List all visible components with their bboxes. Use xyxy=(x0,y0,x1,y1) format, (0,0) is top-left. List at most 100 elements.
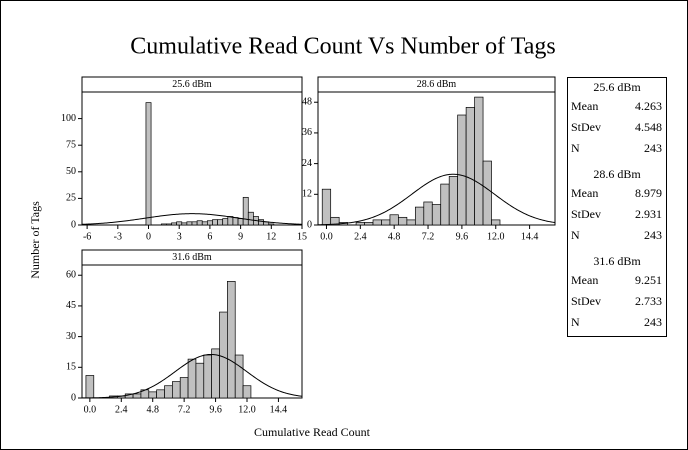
bar xyxy=(186,221,193,226)
x-tick-label: 0.0 xyxy=(320,231,333,242)
x-axis-label: Cumulative Read Count xyxy=(254,425,371,439)
stats-label: StDev xyxy=(571,207,601,221)
bar xyxy=(414,206,425,226)
stats-label: N xyxy=(571,315,580,329)
bar xyxy=(206,220,213,226)
stats-value: 9.251 xyxy=(635,273,662,287)
y-tick-label: 100 xyxy=(61,113,76,124)
stats-title: 25.6 dBm xyxy=(593,80,641,94)
fit-curve xyxy=(82,353,302,398)
bar xyxy=(176,221,183,226)
stats-label: N xyxy=(571,228,580,242)
bar xyxy=(195,362,205,399)
bar xyxy=(222,218,229,226)
plot-area xyxy=(81,91,303,226)
stats-title: 28.6 dBm xyxy=(593,167,641,181)
x-tick-label: 6 xyxy=(207,231,212,242)
bar xyxy=(145,102,152,226)
bar xyxy=(160,223,167,226)
bar xyxy=(321,188,332,226)
stats-label: N xyxy=(571,141,580,155)
y-tick-label: 60 xyxy=(66,270,76,281)
x-tick-label: 4.8 xyxy=(146,404,159,415)
y-axis-label: Number of Tags xyxy=(28,201,42,279)
bar xyxy=(431,204,442,226)
bar xyxy=(330,216,340,226)
bar xyxy=(196,220,203,226)
bar xyxy=(219,311,228,399)
x-tick-label: 4.8 xyxy=(388,231,401,242)
plot-area xyxy=(317,91,556,226)
bar xyxy=(171,222,178,226)
x-tick-label: 14.4 xyxy=(270,404,288,415)
x-tick-label: 3 xyxy=(177,231,182,242)
stats-value: 8.979 xyxy=(635,186,662,200)
stats-label: StDev xyxy=(571,120,601,134)
x-tick-label: 0 xyxy=(146,231,151,242)
y-tick-label: 0 xyxy=(71,392,76,403)
bar xyxy=(148,391,157,399)
chart-title: Cumulative Read Count Vs Number of Tags xyxy=(130,34,555,60)
x-tick-label: 9.6 xyxy=(456,231,469,242)
bar xyxy=(247,211,254,226)
bar xyxy=(372,219,382,226)
stats-value: 4.263 xyxy=(635,99,662,113)
bar xyxy=(258,219,264,226)
bar xyxy=(423,201,433,226)
x-tick-label: 14.4 xyxy=(521,231,539,242)
bar xyxy=(201,221,208,226)
bar xyxy=(212,219,218,226)
stats-value: 243 xyxy=(644,141,662,155)
bar xyxy=(227,281,236,399)
bar xyxy=(237,218,244,226)
bar xyxy=(156,389,165,399)
bar xyxy=(85,375,95,399)
x-tick-label: -3 xyxy=(114,231,122,242)
fit-curve xyxy=(82,213,302,225)
stats-value: 4.548 xyxy=(635,120,662,134)
bar xyxy=(482,160,492,226)
bar xyxy=(211,348,220,399)
bar xyxy=(474,96,484,226)
bar xyxy=(355,222,365,226)
bar xyxy=(364,222,374,226)
y-tick-label: 0 xyxy=(71,219,76,230)
y-tick-label: 24 xyxy=(302,158,312,169)
stats-label: StDev xyxy=(571,294,601,308)
panel-title: 25.6 dBm xyxy=(172,79,212,90)
x-tick-label: 0.0 xyxy=(84,404,97,415)
bar xyxy=(406,219,416,226)
y-tick-label: 75 xyxy=(66,139,76,150)
x-tick-label: 9.6 xyxy=(209,404,222,415)
x-tick-label: 15 xyxy=(297,231,307,242)
bar xyxy=(465,106,475,226)
stats-value: 2.733 xyxy=(635,294,662,308)
bar xyxy=(234,354,244,399)
bar xyxy=(440,183,450,226)
panel-title: 28.6 dBm xyxy=(417,79,457,90)
bar xyxy=(166,223,172,226)
y-tick-label: 36 xyxy=(302,127,312,138)
fit-curve xyxy=(318,173,555,225)
panel-title: 31.6 dBm xyxy=(172,252,212,263)
bar xyxy=(232,217,239,226)
bar xyxy=(491,219,501,226)
x-tick-label: 12.0 xyxy=(238,404,256,415)
x-tick-label: 9 xyxy=(238,231,243,242)
bar xyxy=(181,222,188,226)
bar xyxy=(164,385,173,399)
bar xyxy=(172,381,181,399)
stats-title: 31.6 dBm xyxy=(593,254,641,268)
x-tick-label: 2.4 xyxy=(115,404,128,415)
y-tick-label: 30 xyxy=(66,331,76,342)
bar xyxy=(187,358,197,399)
bar xyxy=(179,377,189,399)
bar xyxy=(132,393,142,399)
bar xyxy=(227,216,234,226)
stats-value: 243 xyxy=(644,228,662,242)
stats-value: 243 xyxy=(644,315,662,329)
x-tick-label: 2.4 xyxy=(354,231,367,242)
bar xyxy=(203,354,212,399)
x-tick-label: 7.2 xyxy=(422,231,435,242)
